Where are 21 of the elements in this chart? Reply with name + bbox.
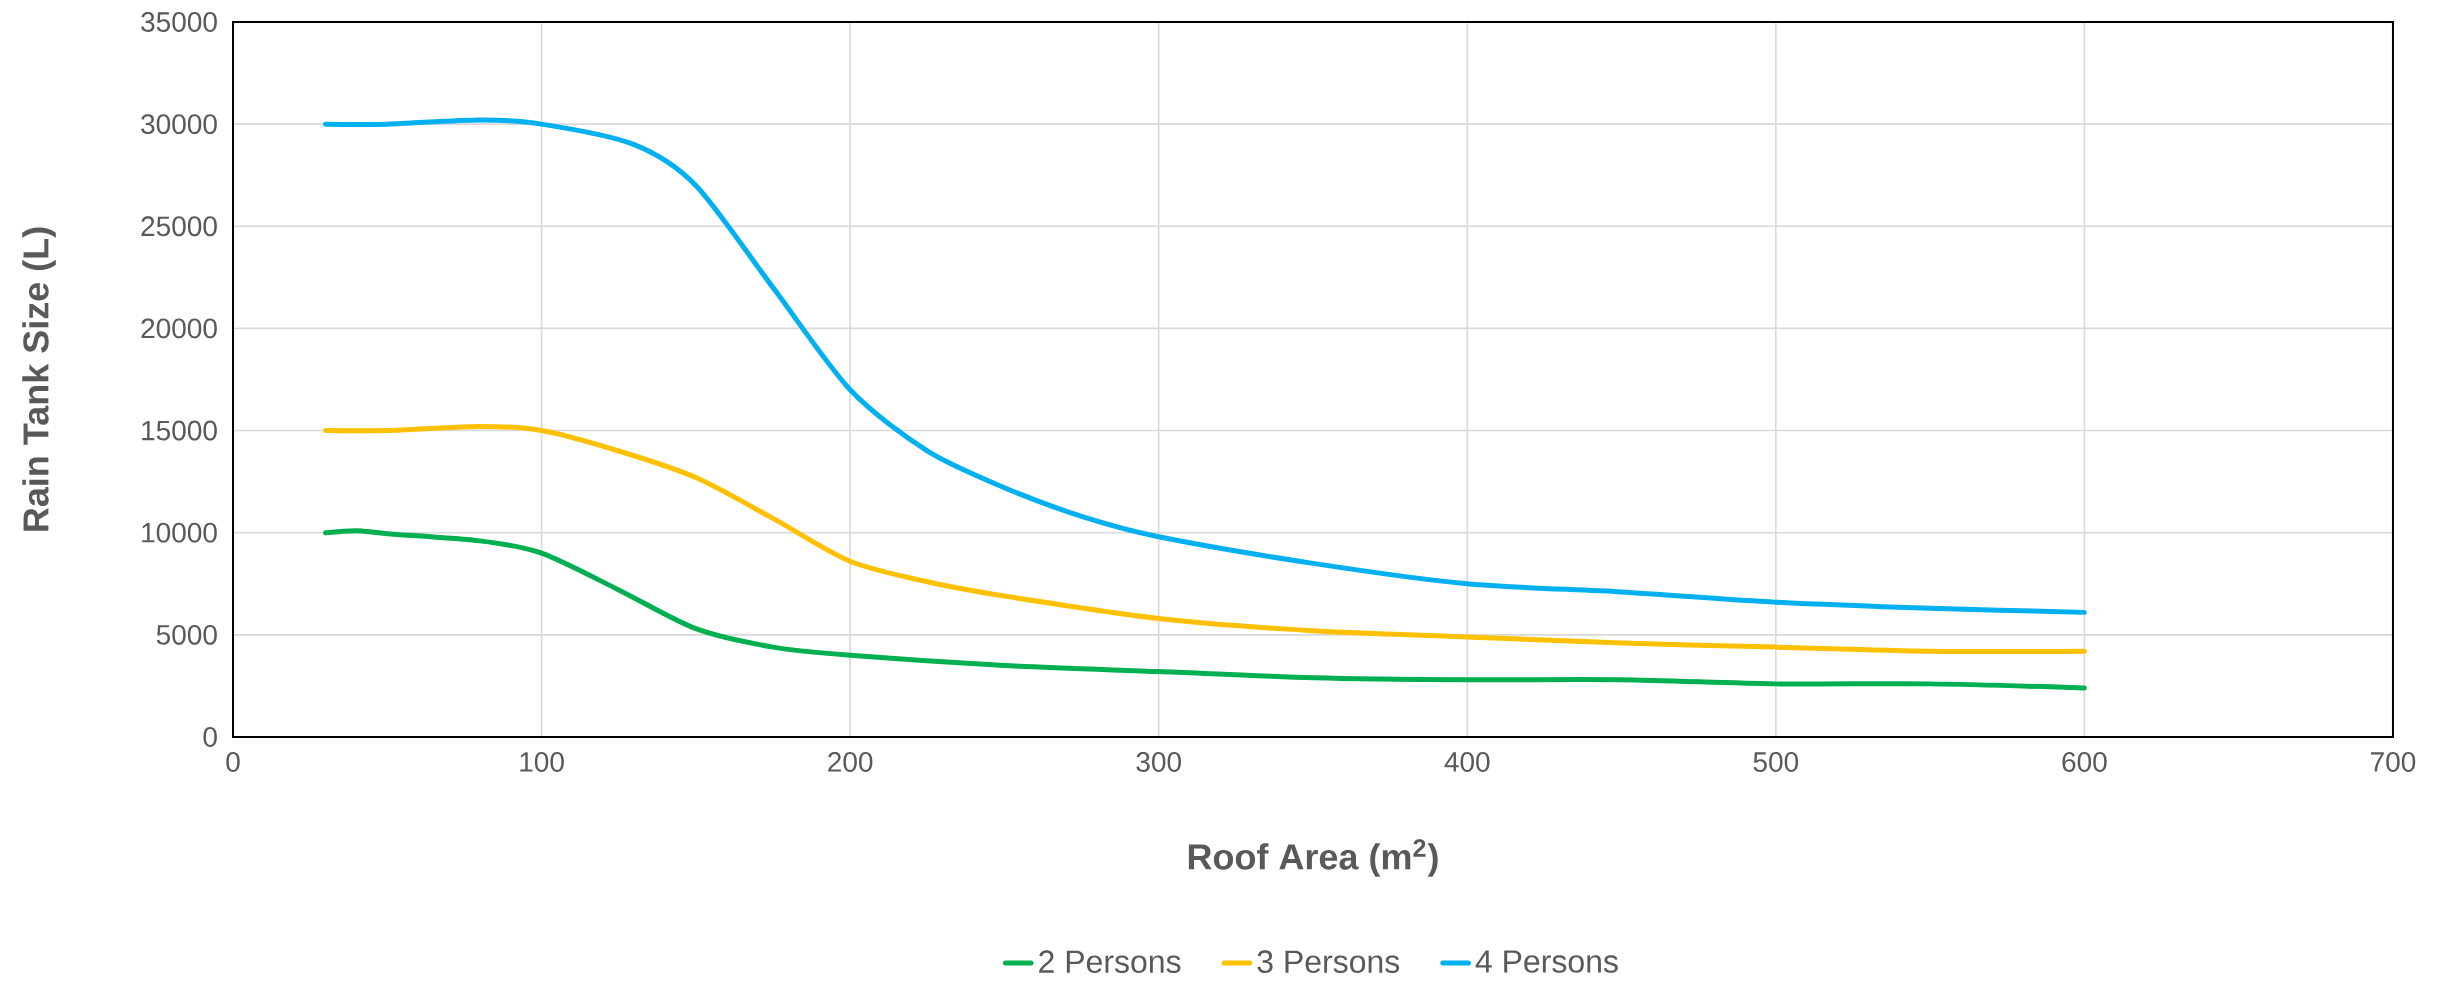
x-tick-label: 0 <box>226 752 240 772</box>
x-tick-label: 300 <box>1136 752 1181 772</box>
x-tick-label: 500 <box>1753 752 1799 772</box>
y-tick-label: 10000 <box>142 522 217 543</box>
y-axis-title: Rain Tank Size (L) <box>22 227 56 531</box>
legend-label: 2 Persons <box>1039 950 1181 973</box>
x-tick-label: 700 <box>2371 752 2416 772</box>
y-tick-label: 20000 <box>141 318 217 339</box>
y-tick-label: 15000 <box>142 420 217 441</box>
x-tick-label: 600 <box>2062 752 2107 772</box>
y-tick-label: 35000 <box>141 12 217 32</box>
y-tick-label: 0 <box>203 727 217 747</box>
y-tick-label: 30000 <box>141 114 217 135</box>
x-axis-title: Roof Area (m$^{2}$) <box>1188 839 1438 877</box>
x-tick-label: 100 <box>520 752 564 772</box>
x-tick-label: 200 <box>828 752 873 772</box>
y-tick-label: 5000 <box>156 624 217 645</box>
legend-label: 3 Persons <box>1257 950 1400 973</box>
y-tick-label: 25000 <box>141 216 217 237</box>
x-tick-label: 400 <box>1444 752 1490 772</box>
legend-label: 4 Persons <box>1475 950 1618 973</box>
